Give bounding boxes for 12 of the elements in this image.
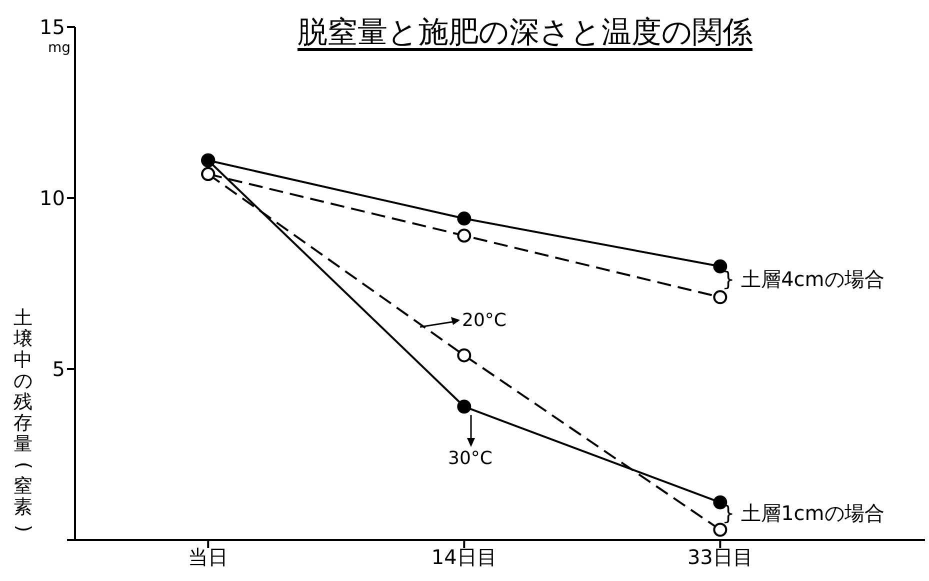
x-tick-label: 33日目	[687, 545, 753, 570]
y-tick-label: 10	[40, 186, 65, 210]
text: 土壌中の残存量(窒素)	[12, 307, 34, 532]
text: mg	[48, 40, 71, 56]
annotation: } 土層4cmの場合	[722, 266, 884, 293]
chart-title: 脱窒量と施肥の深さと温度の関係	[296, 14, 754, 52]
y-tick-label: 15	[40, 15, 65, 40]
annotation: 20°C	[462, 310, 506, 331]
y-tick-label: 5	[52, 357, 65, 382]
x-tick-label: 当日	[188, 545, 228, 570]
annotation: 30°C	[448, 448, 492, 469]
x-tick-label: 14日目	[431, 545, 497, 570]
